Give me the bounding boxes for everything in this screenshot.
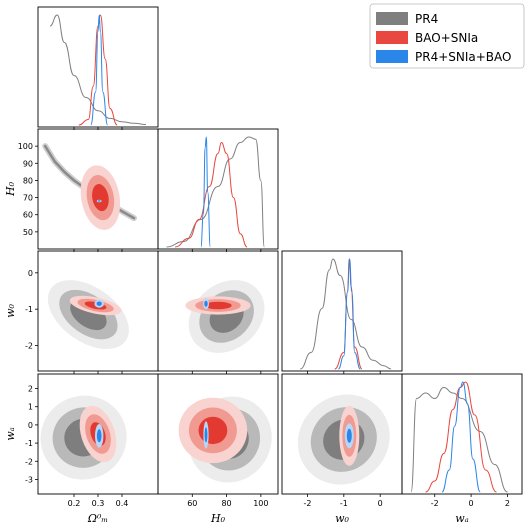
contour-panel-om-h0	[42, 143, 137, 230]
x-tick-label: 80	[221, 499, 231, 508]
marginal-wa	[410, 381, 508, 493]
x-tick-label: 2	[505, 499, 510, 508]
legend-swatch	[376, 31, 408, 44]
marginal-curve-pr4-snia-bao	[338, 258, 361, 370]
y-tick-label: 0	[28, 269, 33, 278]
bao-snia-contour-inner	[198, 416, 228, 445]
panel-frame	[281, 250, 403, 372]
bao-snia-contour-inner	[204, 301, 232, 310]
x-tick-label: 0.3	[92, 499, 105, 508]
bao-snia-contour-inner	[92, 184, 109, 212]
contour-panel-h0-w0	[185, 280, 265, 353]
y-tick-label: 0	[28, 421, 33, 430]
panel-frame	[157, 373, 279, 495]
x-axis-label-wa: wₐ	[455, 512, 469, 525]
y-tick-label: -3	[25, 475, 33, 484]
y-tick-label: 80	[23, 176, 33, 185]
y-tick-label: 2	[28, 385, 33, 394]
combined-contour-inner	[346, 428, 352, 443]
x-tick-label: 0	[469, 499, 474, 508]
combined-contour-inner	[96, 301, 102, 306]
x-tick-label: -2	[431, 499, 439, 508]
x-tick-label: 0.4	[116, 499, 129, 508]
marginal-curve-pr4-snia-bao	[441, 381, 481, 493]
marginal-curve-pr4	[166, 136, 265, 248]
y-tick-label: -1	[25, 439, 33, 448]
panel-frame	[281, 373, 403, 495]
x-tick-label: 100	[253, 499, 268, 508]
contour-panel-om-wa	[40, 395, 127, 480]
panel-frame	[401, 373, 523, 495]
x-tick-label: -1	[340, 499, 348, 508]
y-tick-label: -2	[25, 457, 33, 466]
x-axis-label-om: Ω⁰ₘ	[87, 512, 108, 525]
y-axis-label-wa: wₐ	[4, 427, 17, 441]
x-axis-label-h0: H₀	[210, 512, 226, 525]
y-tick-label: 1	[28, 403, 33, 412]
marginal-w0	[300, 258, 392, 370]
legend-label: BAO+SNIa	[415, 31, 478, 45]
y-tick-label: 70	[23, 194, 33, 203]
y-tick-label: 100	[18, 142, 33, 151]
legend-swatch	[376, 50, 408, 63]
x-tick-label: 0.2	[68, 499, 81, 508]
marginal-curve-pr4	[410, 386, 508, 493]
y-axis-label-w0: w₀	[4, 303, 17, 317]
marginal-curve-pr4-snia-bao	[90, 14, 109, 126]
y-axis-label-h0: H₀	[4, 181, 17, 197]
y-tick-label: -2	[25, 342, 33, 351]
y-tick-label: -1	[25, 305, 33, 314]
legend: PR4 BAO+SNIa PR4+SNIa+BAO	[369, 3, 525, 69]
combined-contour-inner	[96, 429, 102, 443]
y-tick-label: 60	[23, 211, 33, 220]
x-tick-label: 60	[187, 499, 197, 508]
y-tick-label: 90	[23, 159, 33, 168]
combined-contour-inner	[97, 200, 101, 202]
marginal-curve-pr4	[49, 14, 147, 125]
x-tick-label: 0	[378, 499, 383, 508]
contour-panel-om-w0	[47, 280, 129, 350]
legend-swatch	[376, 12, 408, 25]
y-tick-label: 50	[23, 228, 33, 237]
marginal-curve-pr4-snia-bao	[200, 136, 211, 248]
x-tick-label: -2	[303, 499, 311, 508]
combined-contour-inner	[204, 300, 208, 307]
panel-frame	[157, 128, 279, 250]
panel-frame	[37, 6, 159, 128]
panels-layer: 0.2 0.3 0.4 60 80 100 -2 -1 0 -2 0 25060708090100-2…	[4, 6, 523, 525]
marginal-curve-pr4	[300, 258, 392, 370]
legend-label: PR4+SNIa+BAO	[415, 50, 511, 64]
legend-box	[369, 3, 525, 69]
panel-frame	[157, 250, 279, 372]
marginal-om	[49, 14, 147, 126]
combined-contour-inner	[204, 427, 208, 443]
legend-label: PR4	[415, 12, 438, 26]
x-axis-label-w0: w₀	[335, 512, 349, 525]
contour-panel-w0-wa	[297, 394, 390, 485]
contour-panel-h0-wa	[178, 396, 272, 483]
marginal-h0	[166, 136, 265, 248]
marginal-curve-bao-snia	[175, 141, 248, 248]
